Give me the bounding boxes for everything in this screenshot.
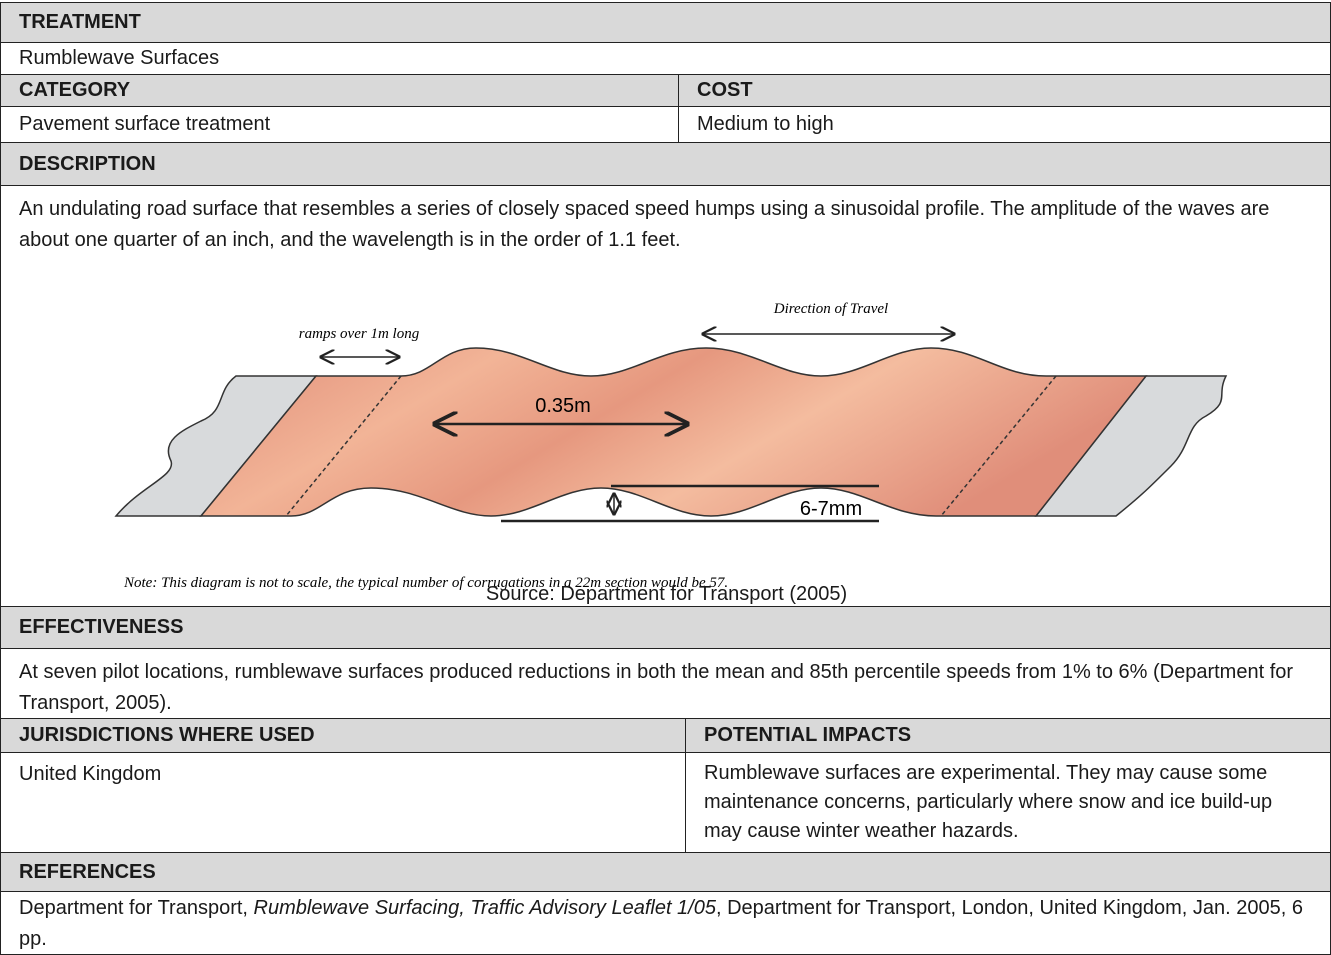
figure-note: Note: This diagram is not to scale, the …	[123, 575, 728, 591]
reference-text: , Department for Transport, London, Unit…	[19, 897, 1303, 950]
header-cell: JURISDICTIONS WHERE USED	[0, 718, 686, 753]
direction-label: Direction of Travel	[773, 301, 888, 317]
header-cell: COST	[678, 74, 1331, 107]
description-text: An undulating road surface that resemble…	[19, 198, 1270, 251]
reference-title: Rumblewave Surfacing, Traffic Advisory L…	[253, 897, 716, 919]
reference-text: Department for Transport,	[19, 897, 254, 919]
cell: Rumblewave surfaces are experimental. Th…	[685, 752, 1331, 853]
cell: Medium to high	[678, 106, 1331, 143]
header-cell: POTENTIAL IMPACTS	[685, 718, 1331, 753]
cell: Pavement surface treatment	[0, 106, 679, 143]
header-cell: EFFECTIVENESS	[0, 606, 1331, 649]
cell: At seven pilot locations, rumblewave sur…	[0, 648, 1331, 719]
ramps-label: ramps over 1m long	[299, 326, 420, 342]
header-cell: DESCRIPTION	[0, 142, 1331, 186]
cell: United Kingdom	[0, 752, 686, 853]
references-cell: Department for Transport, Rumblewave Sur…	[0, 891, 1331, 955]
header-cell: TREATMENT	[0, 2, 1331, 43]
description-cell: An undulating road surface that resemble…	[0, 185, 1331, 607]
header-cell: CATEGORY	[0, 74, 679, 107]
figure-source: Source: Department for Transport (2005)	[485, 583, 848, 605]
cell: Rumblewave Surfaces	[0, 42, 1331, 75]
amplitude-label: 6-7mm	[800, 498, 862, 520]
header-cell: REFERENCES	[0, 852, 1331, 892]
wavelength-label: 0.35m	[535, 395, 591, 417]
rumblewave-diagram: ramps over 1m long Direction of Travel 0…	[114, 301, 1228, 591]
